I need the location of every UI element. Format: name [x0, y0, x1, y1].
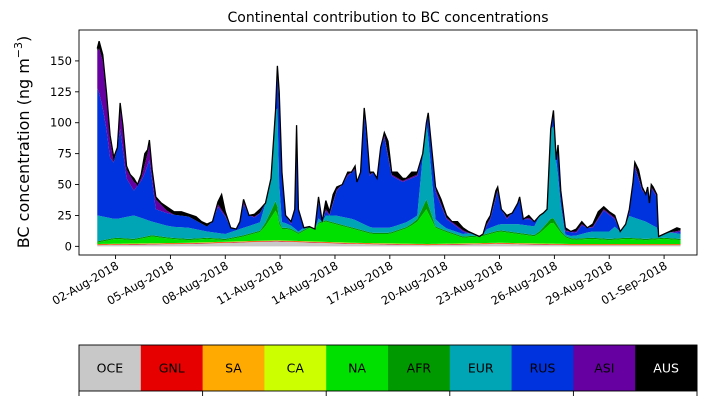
y-tick-label: 25: [57, 208, 72, 222]
y-axis-label-close: ): [14, 36, 33, 42]
y-tick-label: 125: [50, 85, 72, 99]
y-tick-label: 150: [50, 54, 72, 68]
y-tick-label: 100: [50, 116, 72, 130]
legend-swatch-rus: [511, 345, 574, 391]
legend-label-na: NA: [348, 361, 366, 376]
area-sa: [97, 240, 681, 245]
plot-area: 025507510012515002-Aug-201805-Aug-201808…: [50, 29, 698, 308]
legend-swatch-ca: [264, 345, 327, 391]
total-line: [96, 40, 681, 238]
chart-title: Continental contribution to BC concentra…: [227, 10, 548, 26]
area-oce: [97, 241, 681, 247]
legend-label-sa: SA: [225, 361, 242, 376]
y-tick-label: 75: [57, 147, 72, 161]
legend-label-rus: RUS: [530, 361, 556, 376]
y-axis-label-text: BC concentration (ng m: [14, 58, 33, 248]
y-axis-label: BC concentration (ng m−3): [12, 36, 33, 249]
legend-swatch-aus: [635, 345, 698, 391]
legend-swatch-na: [326, 345, 389, 391]
legend-swatch-asi: [573, 345, 636, 391]
legend-label-afr: AFR: [407, 361, 432, 376]
y-tick-label: 0: [65, 239, 72, 253]
area-gnl: [97, 240, 681, 246]
legend-label-ca: CA: [287, 361, 305, 376]
y-tick-label: 50: [57, 178, 72, 192]
legend-label-eur: EUR: [468, 361, 494, 376]
legend-swatch-afr: [388, 345, 451, 391]
legend-swatch-sa: [202, 345, 265, 391]
area-na: [97, 209, 681, 244]
y-axis-label-exponent: −3: [12, 42, 25, 58]
legend-label-asi: ASI: [594, 361, 614, 376]
plot-frame: [78, 29, 698, 256]
legend-swatch-eur: [449, 345, 513, 391]
legend-frame: [78, 344, 698, 392]
area-ca: [97, 240, 681, 245]
legend-label-gnl: GNL: [159, 361, 185, 376]
legend: OCE GNL SA CA NA AFR EUR RUS ASI AUS: [78, 344, 698, 396]
area-rus: [97, 69, 681, 237]
area-afr: [97, 199, 681, 243]
legend-label-oce: OCE: [97, 361, 124, 376]
legend-swatch-oce: [79, 345, 142, 391]
area-eur: [97, 108, 681, 242]
legend-swatch-gnl: [140, 345, 204, 391]
legend-label-aus: AUS: [653, 361, 679, 376]
